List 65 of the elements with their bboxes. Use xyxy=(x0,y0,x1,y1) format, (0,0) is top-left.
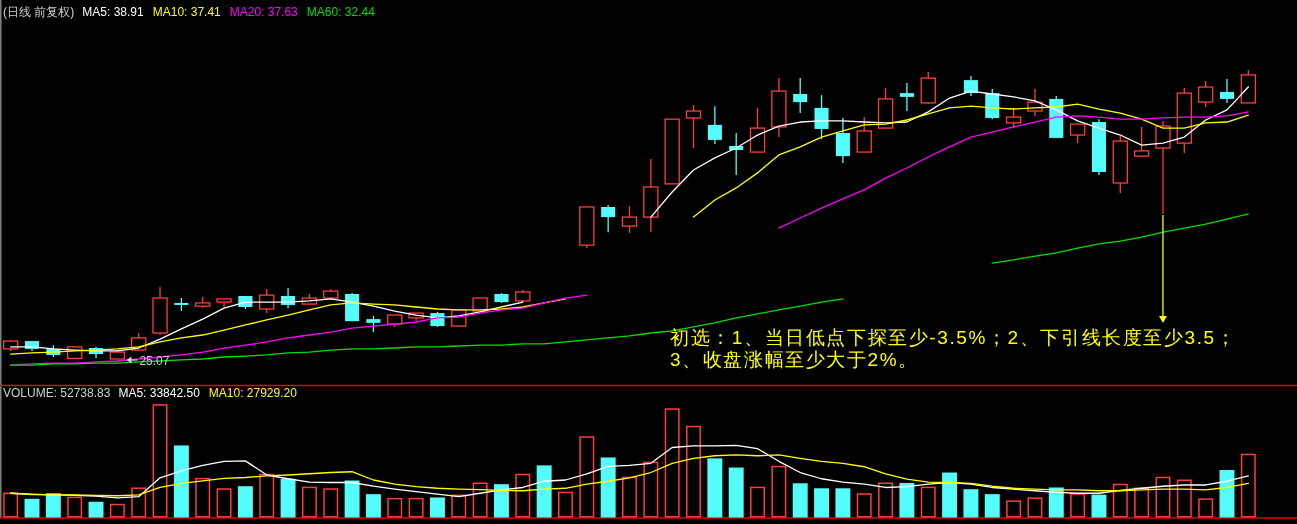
bar xyxy=(536,465,552,518)
bar xyxy=(1112,483,1128,518)
bar xyxy=(1155,476,1171,518)
bar xyxy=(1027,497,1043,518)
bar xyxy=(259,473,275,518)
bar xyxy=(472,482,488,518)
bar xyxy=(1070,493,1086,518)
bar xyxy=(365,494,381,518)
bar xyxy=(942,472,958,518)
bar xyxy=(1006,500,1022,518)
bar xyxy=(237,486,253,518)
bar xyxy=(408,497,424,518)
bar xyxy=(1091,494,1107,518)
bar xyxy=(451,494,467,518)
bar xyxy=(835,488,851,518)
bar xyxy=(622,476,637,518)
bar xyxy=(45,493,61,518)
chart-title: VOLUME: 52738.83 xyxy=(3,386,111,400)
bar xyxy=(579,436,595,518)
bar xyxy=(131,487,147,518)
bar xyxy=(984,494,1000,518)
bar xyxy=(558,491,573,518)
annotation: 初选：1、当日低点下探至少-3.5%；2、下引线长度至少3.5； xyxy=(670,327,1237,348)
bar xyxy=(344,480,360,518)
bar xyxy=(750,486,765,518)
bar xyxy=(429,497,445,518)
legend: MA5: 33842.50 MA10: 27929.20 xyxy=(118,386,297,400)
bar xyxy=(1134,487,1150,518)
bar xyxy=(771,465,787,518)
bar xyxy=(109,503,125,518)
bar xyxy=(792,483,808,518)
bar xyxy=(1198,498,1214,518)
bar xyxy=(323,488,339,518)
bar xyxy=(814,488,830,518)
bar xyxy=(216,488,232,518)
bar xyxy=(195,477,211,518)
bar xyxy=(3,492,19,518)
bar xyxy=(856,493,872,518)
bar xyxy=(728,467,744,518)
bar xyxy=(387,497,403,518)
bar xyxy=(1240,453,1256,518)
bar xyxy=(963,489,979,518)
bar xyxy=(515,473,531,518)
bar xyxy=(24,498,40,518)
bar xyxy=(280,478,296,518)
bar xyxy=(1176,479,1192,518)
bar xyxy=(600,457,616,518)
bar xyxy=(1048,487,1064,518)
bar xyxy=(707,458,723,518)
bar xyxy=(878,482,894,518)
bar xyxy=(920,486,936,518)
bar xyxy=(301,486,317,518)
annotation: 3、收盘涨幅至少大于2%。 xyxy=(670,349,919,370)
bar xyxy=(494,484,509,518)
bar xyxy=(67,496,83,518)
bar xyxy=(686,425,701,518)
bar xyxy=(88,501,104,518)
bar xyxy=(899,482,915,518)
bar xyxy=(152,404,168,518)
bar xyxy=(1219,470,1235,518)
chart-title: (日线 前复权) xyxy=(3,5,75,19)
bar xyxy=(643,461,659,518)
legend: MA5: 38.91 MA10: 37.41 MA20: 37.63 MA60: 32.44 xyxy=(82,5,375,19)
bar xyxy=(664,408,680,518)
bar xyxy=(173,445,189,518)
